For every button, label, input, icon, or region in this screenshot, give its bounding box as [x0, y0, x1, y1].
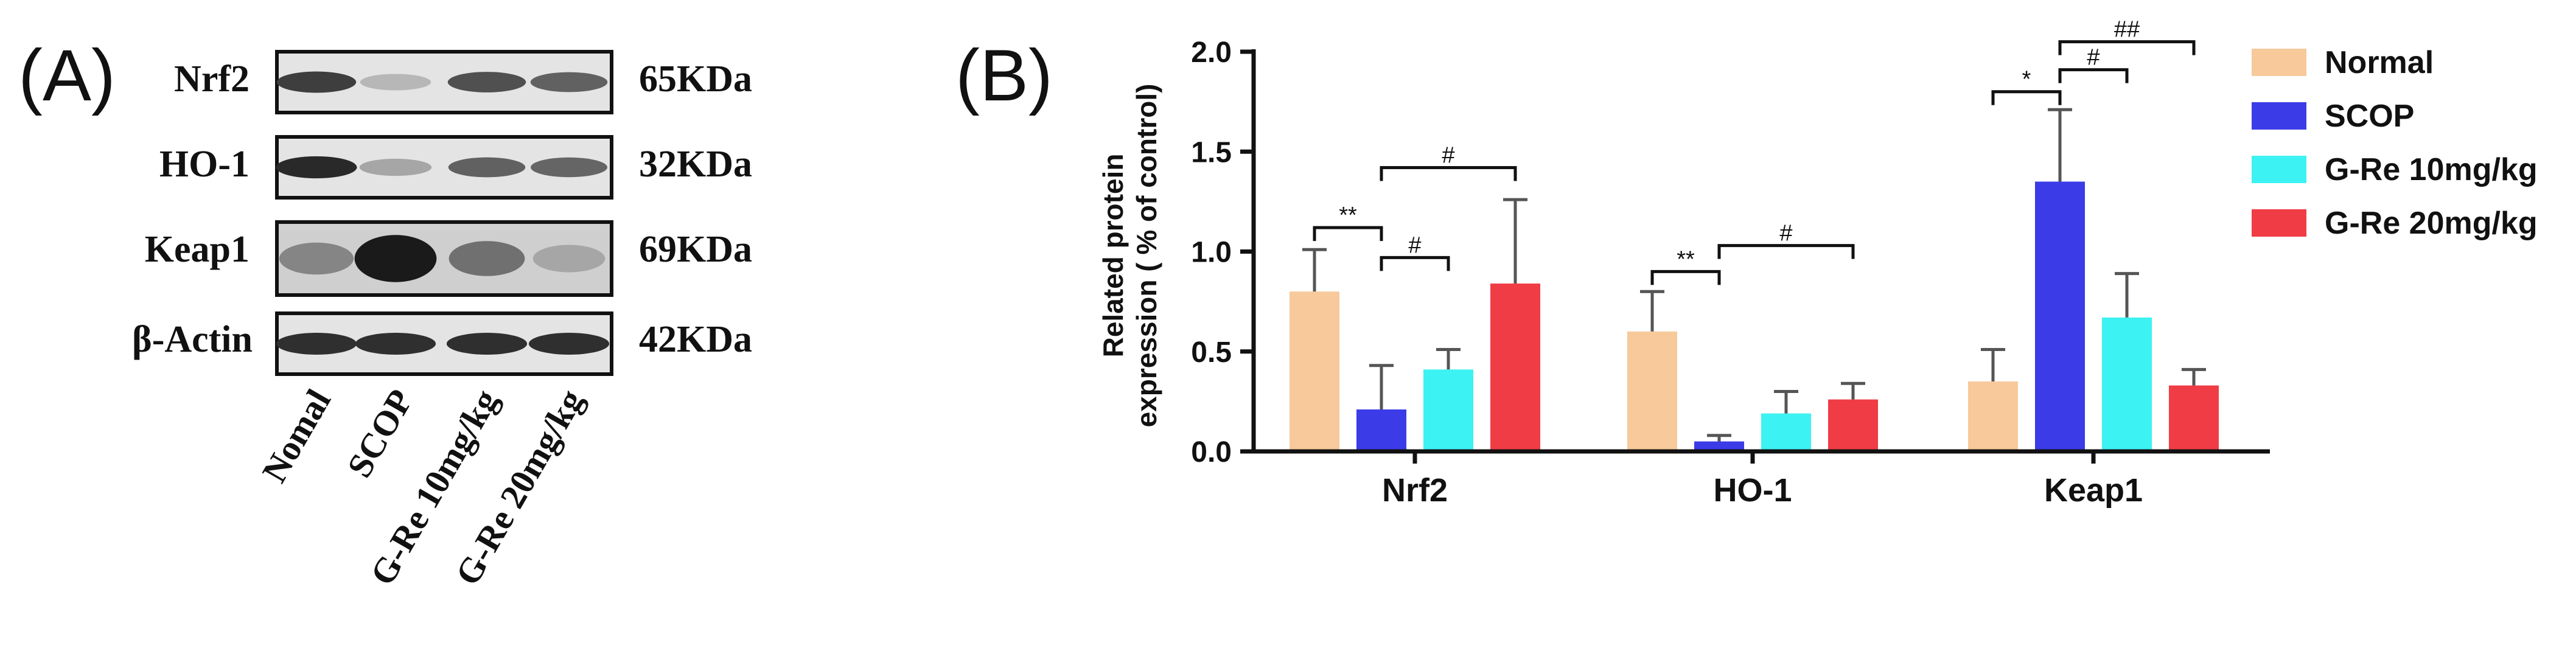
- bar-HO-1-G-Re 10mg/kg: [1761, 413, 1811, 451]
- significance-label: *: [2022, 67, 2031, 92]
- significance-bracket: [2058, 40, 2196, 55]
- legend-label: SCOP: [2325, 99, 2414, 134]
- legend-swatch: [2252, 102, 2306, 130]
- blot-size-label: 65KDa: [639, 58, 752, 100]
- blot-lane-label: Nomal: [254, 383, 338, 489]
- panel-a-label: (A): [18, 35, 116, 116]
- blot-protein-label: Nrf2: [174, 58, 250, 100]
- x-tick-label: Keap1: [2044, 472, 2143, 509]
- blot-band: [276, 333, 357, 355]
- bar-Keap1-Normal: [1968, 381, 2018, 451]
- blot-size-label: 32KDa: [639, 144, 752, 185]
- blot-band: [276, 156, 357, 179]
- y-tick-label: 2.0: [1191, 37, 1232, 69]
- bar-HO-1-SCOP: [1694, 441, 1744, 451]
- blot-band: [448, 157, 526, 178]
- y-tick-label: 1.0: [1191, 237, 1232, 269]
- bar-HO-1-Normal: [1627, 331, 1677, 451]
- blot-band: [531, 157, 607, 178]
- significance-bracket: [1991, 90, 2062, 105]
- y-tick-label: 0.5: [1191, 336, 1232, 369]
- blot-band: [528, 333, 610, 355]
- blot-band: [449, 241, 525, 276]
- x-tick-label: HO-1: [1713, 472, 1792, 509]
- legend-swatch: [2252, 49, 2306, 76]
- bar-Nrf2-Normal: [1290, 291, 1339, 451]
- significance-label: #: [1442, 143, 1454, 169]
- y-tick-label: 0.0: [1191, 436, 1232, 468]
- blot-band: [530, 72, 608, 92]
- blot-protein-label: HO-1: [159, 144, 250, 185]
- significance-label: #: [1408, 232, 1421, 258]
- significance-label: #: [1779, 221, 1792, 246]
- blot-band: [447, 72, 526, 92]
- blot-bands: [276, 71, 610, 355]
- y-tick-label: 1.5: [1191, 136, 1232, 169]
- blot-band: [359, 158, 432, 176]
- bar-Keap1-G-Re 10mg/kg: [2102, 317, 2152, 451]
- significance-markers: **##**#*###: [1313, 17, 2196, 285]
- legend-swatch: [2252, 209, 2306, 237]
- blot-band: [446, 333, 528, 355]
- bar-Nrf2-G-Re 10mg/kg: [1423, 369, 1473, 451]
- blot-size-label: 69KDa: [639, 229, 752, 270]
- blot-band: [354, 235, 437, 282]
- significance-bracket: [1650, 270, 1721, 285]
- bar-HO-1-G-Re 20mg/kg: [1828, 399, 1878, 451]
- legend-label: G-Re 20mg/kg: [2325, 206, 2538, 241]
- significance-label: **: [1677, 246, 1695, 272]
- blot-band: [532, 245, 606, 273]
- legend-swatch: [2252, 156, 2306, 183]
- panel-b-label: (B): [955, 35, 1053, 116]
- blot-band: [276, 71, 357, 93]
- bar-Nrf2-SCOP: [1356, 409, 1406, 451]
- bar-Keap1-SCOP: [2035, 181, 2085, 451]
- blot-lane-label: SCOP: [340, 383, 421, 484]
- blot-band: [279, 242, 354, 275]
- western-blot: Nrf2 HO-1 Keap1 β-Actin 65KDa 32KDa 69KD…: [132, 50, 752, 592]
- legend-label: Normal: [2325, 45, 2434, 80]
- y-axis-label-line2: expression ( % of control): [1131, 84, 1162, 428]
- axes: [1251, 49, 2270, 454]
- bars: [1290, 181, 2219, 451]
- blot-size-label: 42KDa: [639, 319, 752, 360]
- significance-bracket: [1313, 226, 1383, 242]
- legend: Normal SCOP G-Re 10mg/kg G-Re 20mg/kg: [2252, 45, 2538, 241]
- blot-protein-label: Keap1: [145, 229, 250, 270]
- significance-bracket: [1380, 256, 1450, 271]
- y-axis-ticks: 0.0 0.5 1.0 1.5 2.0: [1191, 37, 1254, 468]
- significance-label: **: [1339, 203, 1357, 228]
- significance-label: #: [2087, 45, 2100, 71]
- blot-band: [360, 74, 431, 91]
- significance-label: ##: [2114, 17, 2140, 43]
- blot-protein-label: β-Actin: [132, 319, 253, 360]
- y-axis-label-line1: Related protein: [1097, 154, 1129, 358]
- bar-Nrf2-G-Re 20mg/kg: [1490, 284, 1540, 451]
- x-axis-labels: Nrf2 HO-1 Keap1: [1382, 451, 2143, 509]
- significance-bracket: [2058, 68, 2129, 83]
- x-tick-label: Nrf2: [1382, 472, 1448, 509]
- blot-band: [355, 333, 436, 355]
- significance-bracket: [1717, 244, 1855, 259]
- significance-bracket: [1380, 166, 1517, 181]
- legend-label: G-Re 10mg/kg: [2325, 152, 2538, 187]
- error-bars: [1302, 108, 2206, 442]
- bar-chart: Related protein expression ( % of contro…: [1097, 17, 2538, 509]
- bar-Keap1-G-Re 20mg/kg: [2169, 385, 2219, 451]
